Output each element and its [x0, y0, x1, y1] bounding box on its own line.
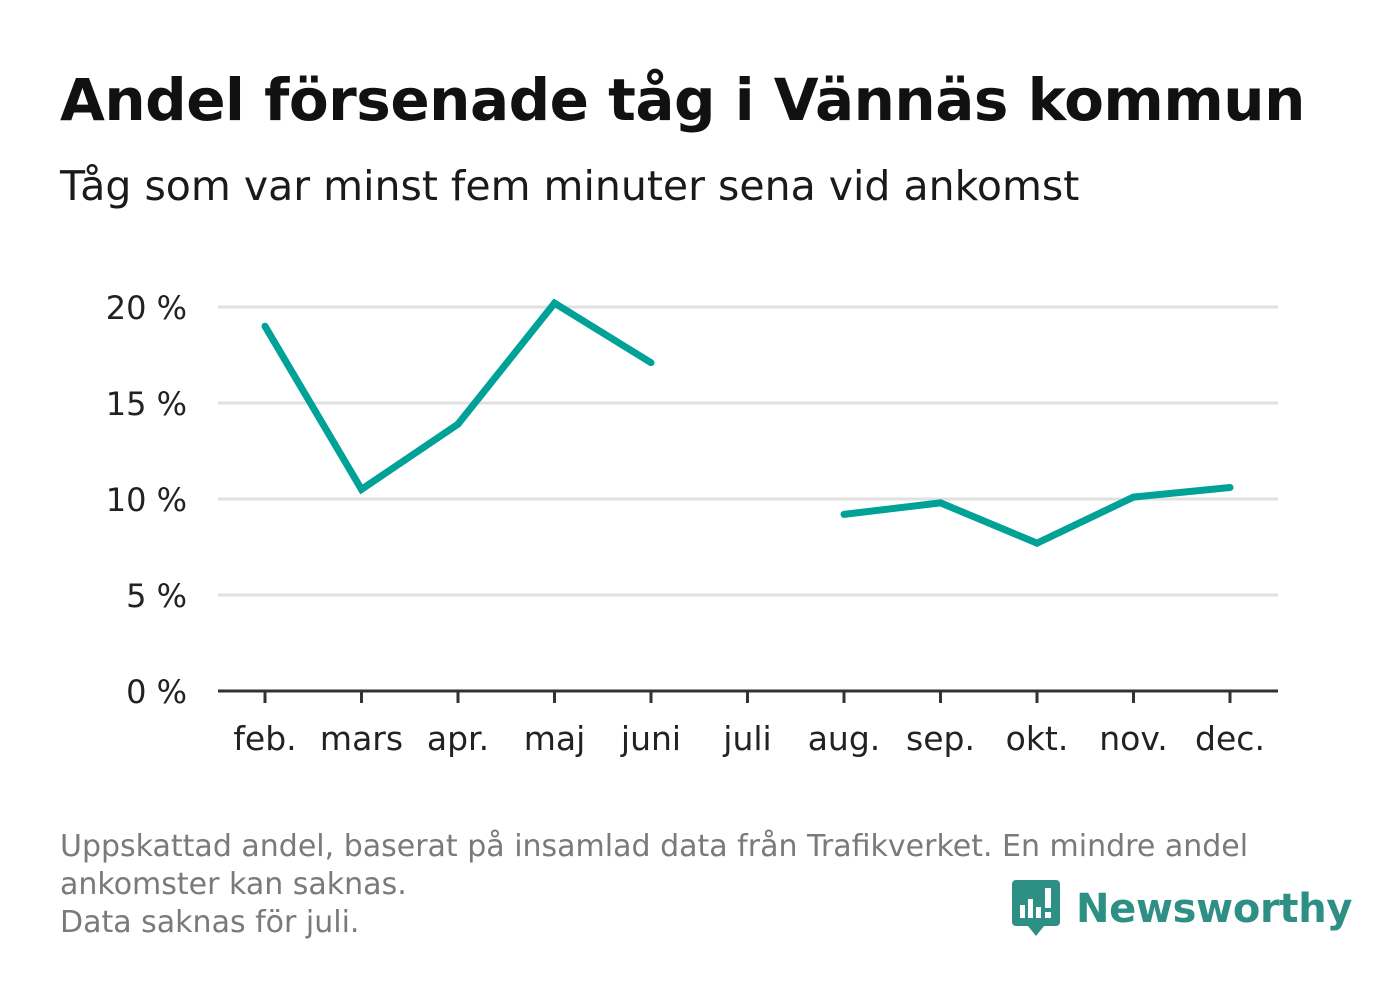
footnote-line-1: Uppskattad andel, baserat på insamlad da… — [60, 829, 1249, 864]
x-tick-label: juni — [620, 719, 681, 758]
x-tick-label: mars — [320, 719, 403, 758]
y-tick-label: 15 % — [106, 385, 187, 423]
data-point — [358, 485, 365, 493]
x-tick-label: dec. — [1195, 719, 1265, 758]
x-tick-label: nov. — [1099, 719, 1168, 758]
y-tick-label: 5 % — [126, 577, 187, 615]
data-point — [454, 420, 462, 428]
data-point — [1033, 539, 1041, 547]
x-tick-label: okt. — [1006, 719, 1069, 758]
data-point — [551, 299, 558, 307]
data-point — [840, 510, 848, 518]
data-point — [261, 322, 269, 330]
y-tick-label: 0 % — [126, 673, 187, 711]
y-tick-label: 10 % — [106, 481, 187, 519]
chart-subtitle: Tåg som var minst fem minuter sena vid a… — [60, 162, 1080, 210]
footnote-line-2: ankomster kan saknas. — [60, 867, 407, 902]
chart-title: Andel försenade tåg i Vännäs kommun — [60, 66, 1305, 134]
x-tick-label: juli — [722, 719, 771, 758]
x-tick-label: aug. — [808, 719, 881, 758]
series-line — [843, 483, 1231, 547]
series-line — [261, 298, 653, 495]
x-tick-label: maj — [524, 719, 586, 758]
x-tick-label: feb. — [233, 719, 296, 758]
newsworthy-brand: Newsworthy — [1010, 878, 1353, 940]
newsworthy-chart-bubble-icon — [1012, 880, 1060, 936]
data-point — [1226, 483, 1234, 491]
y-tick-label: 20 % — [106, 289, 187, 327]
data-point — [937, 499, 944, 507]
x-tick-label: apr. — [427, 719, 489, 758]
brand-name: Newsworthy — [1076, 886, 1353, 932]
footnote-line-3: Data saknas för juli. — [60, 905, 360, 940]
data-point — [1130, 493, 1137, 501]
data-point — [647, 359, 655, 367]
x-tick-label: sep. — [906, 719, 975, 758]
chart-footnote: Uppskattad andel, baserat på insamlad da… — [60, 828, 1320, 942]
